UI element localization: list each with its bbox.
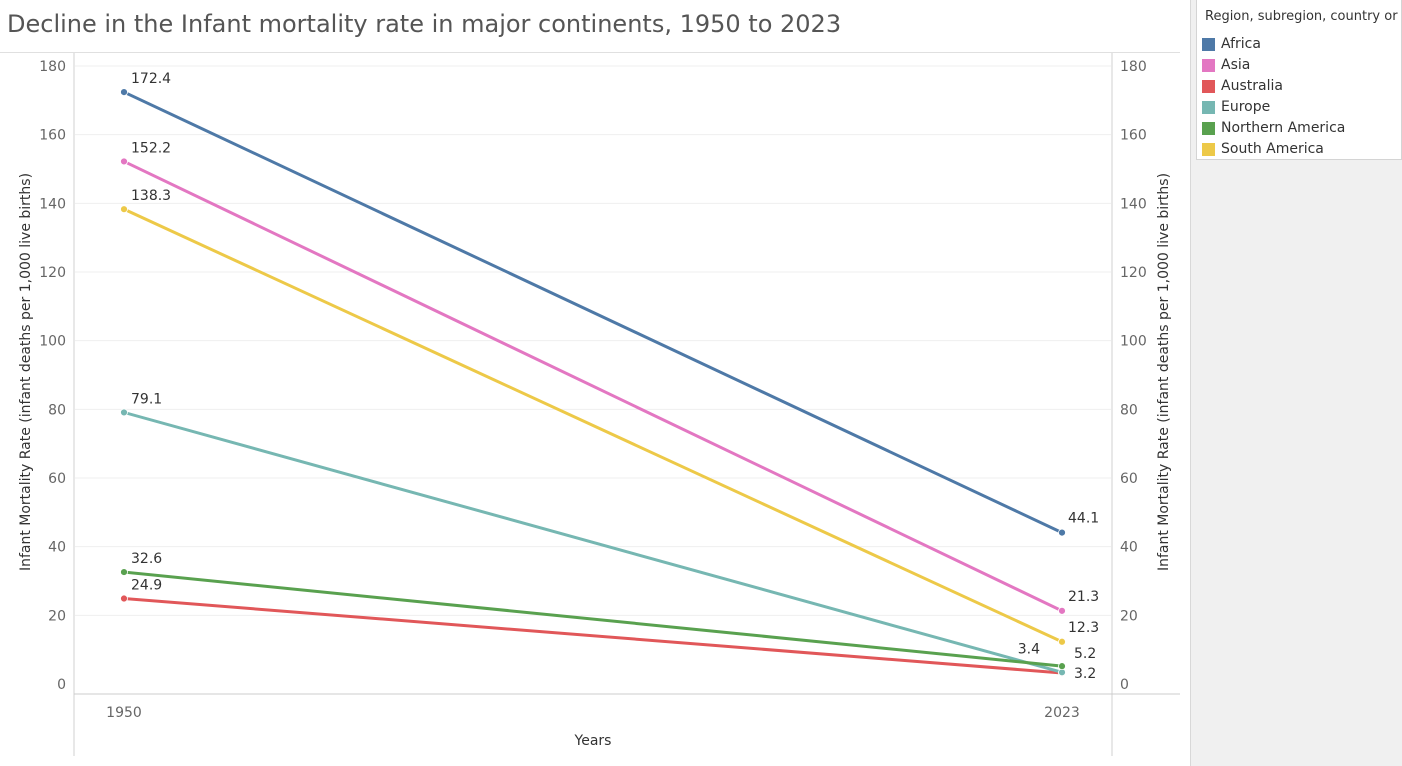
gridlines (75, 65, 1111, 616)
series-line-europe (122, 410, 1064, 674)
x-tick-label: 2023 (1044, 705, 1080, 721)
y-tick-label-left: 140 (39, 196, 66, 212)
series-line-south-america (122, 207, 1064, 644)
data-label-australia-1950: 24.9 (131, 578, 162, 594)
legend: Region, subregion, country or Africa Asia… (1196, 0, 1402, 160)
data-point-africa (120, 88, 128, 96)
data-point-south-america (120, 205, 128, 214)
y-tick-label-right: 180 (1120, 59, 1147, 75)
legend-swatch (1202, 100, 1215, 114)
data-point-south-america (1058, 637, 1066, 646)
legend-swatch (1202, 37, 1215, 51)
y-tick-label-right: 80 (1120, 402, 1138, 418)
x-axis: 1950 2023 (106, 705, 1080, 721)
line-chart: 0 20 40 60 80 100 120 140 160 180 0 20 40 60 80 100 120… (18, 53, 1180, 756)
y-tick-label-right: 120 (1120, 265, 1147, 281)
y-tick-label-left: 40 (48, 540, 66, 556)
legend-label: South America (1221, 141, 1324, 157)
data-point-europe (120, 408, 128, 417)
data-label-australia-2023: 3.2 (1074, 666, 1096, 682)
series-line-northern-america (122, 570, 1064, 668)
y-tick-label-left: 180 (39, 59, 66, 75)
data-point-asia (1058, 606, 1066, 615)
data-labels: 172.4 44.1 152.2 21.3 24.9 3.2 79.1 3.4 32.6 5.2 1… (131, 71, 1099, 682)
data-point-asia (120, 157, 128, 166)
series-line-australia (122, 597, 1064, 675)
data-label-asia-1950: 152.2 (131, 140, 171, 156)
axes (73, 53, 1180, 756)
y-tick-label-left: 160 (39, 128, 66, 144)
data-label-europe-1950: 79.1 (131, 391, 162, 407)
legend-label: Europe (1221, 99, 1271, 115)
y-tick-label-right: 20 (1120, 608, 1138, 624)
series-lines (122, 90, 1064, 675)
series-points (120, 88, 1066, 677)
legend-item-south-america[interactable]: South America (1202, 140, 1324, 158)
title-divider (0, 52, 1180, 53)
data-label-africa-1950: 172.4 (131, 71, 171, 87)
legend-label: Asia (1221, 57, 1251, 73)
series-line-africa (122, 90, 1064, 535)
y-axis-left: 0 20 40 60 80 100 120 140 160 180 (39, 59, 66, 693)
x-axis-title: Years (574, 733, 612, 749)
y-axis-title-right: Infant Mortality Rate (infant deaths per… (1156, 173, 1172, 571)
y-tick-label-right: 40 (1120, 540, 1138, 556)
legend-label: Australia (1221, 78, 1283, 94)
data-label-south-america-2023: 12.3 (1068, 620, 1099, 636)
legend-swatch (1202, 58, 1215, 72)
data-label-northern-america-2023: 5.2 (1074, 646, 1096, 662)
y-tick-label-left: 0 (57, 677, 66, 693)
data-point-africa (1058, 528, 1066, 537)
legend-label: Africa (1221, 36, 1261, 52)
legend-label: Northern America (1221, 120, 1346, 136)
y-tick-label-left: 120 (39, 265, 66, 281)
y-tick-label-right: 100 (1120, 334, 1147, 350)
y-tick-label-left: 80 (48, 402, 66, 418)
legend-item-australia[interactable]: Australia (1202, 77, 1283, 95)
series-line-asia (122, 159, 1064, 613)
legend-swatch (1202, 121, 1215, 135)
y-tick-label-left: 60 (48, 471, 66, 487)
legend-item-africa[interactable]: Africa (1202, 35, 1261, 53)
legend-item-northern-america[interactable]: Northern America (1202, 119, 1345, 137)
data-point-australia (120, 594, 128, 603)
legend-item-europe[interactable]: Europe (1202, 98, 1270, 116)
data-label-northern-america-1950: 32.6 (131, 551, 162, 567)
chart-title: Decline in the Infant mortality rate in … (7, 10, 842, 38)
y-axis-right: 0 20 40 60 80 100 120 140 160 180 (1120, 59, 1147, 693)
data-label-asia-2023: 21.3 (1068, 589, 1099, 605)
data-label-south-america-1950: 138.3 (131, 188, 171, 204)
data-label-europe-2023: 3.4 (1018, 641, 1040, 657)
y-axis-title-left: Infant Mortality Rate (infant deaths per… (18, 173, 34, 571)
data-label-africa-2023: 44.1 (1068, 511, 1099, 527)
legend-swatch (1202, 79, 1215, 93)
data-point-northern-america (1058, 662, 1066, 671)
x-tick-label: 1950 (106, 705, 142, 721)
legend-item-asia[interactable]: Asia (1202, 56, 1250, 74)
legend-title: Region, subregion, country or (1205, 9, 1398, 24)
y-tick-label-right: 140 (1120, 196, 1147, 212)
legend-swatch (1202, 142, 1215, 156)
y-tick-label-right: 0 (1120, 677, 1129, 693)
data-point-northern-america (120, 568, 128, 576)
y-tick-label-right: 60 (1120, 471, 1138, 487)
y-tick-label-right: 160 (1120, 128, 1147, 144)
y-tick-label-left: 20 (48, 608, 66, 624)
y-tick-label-left: 100 (39, 334, 66, 350)
